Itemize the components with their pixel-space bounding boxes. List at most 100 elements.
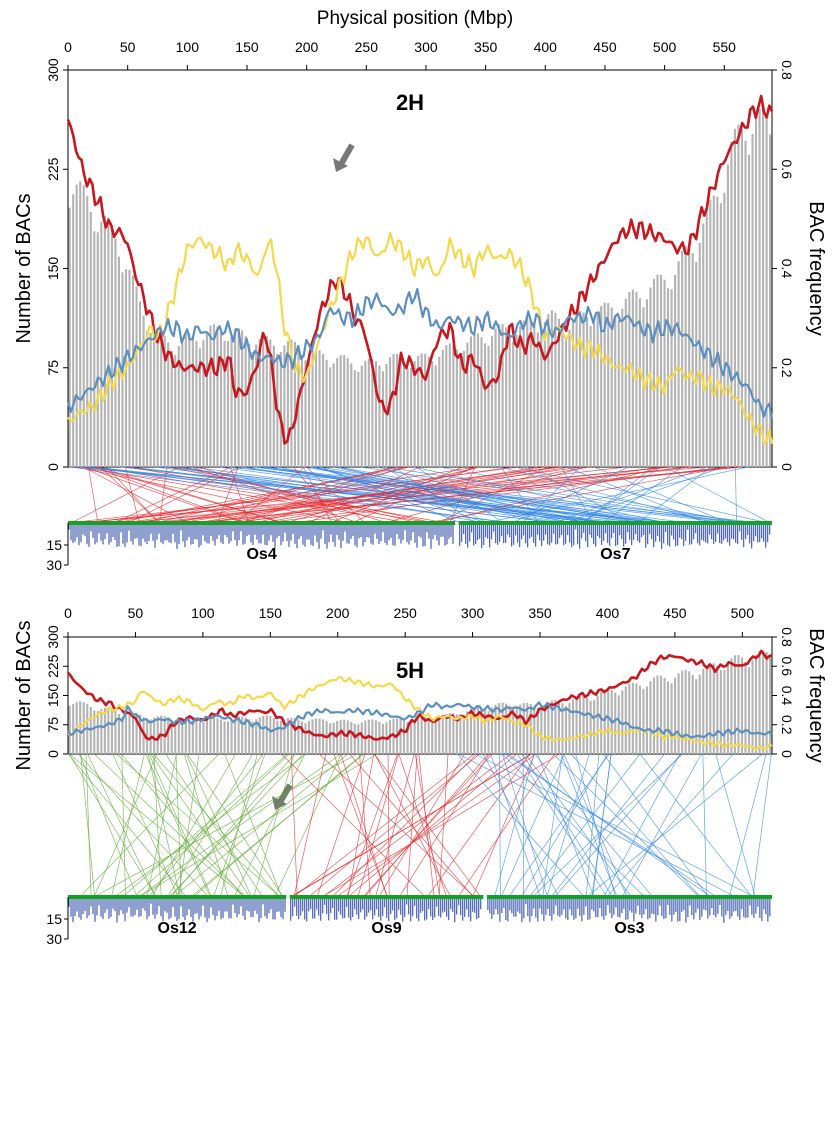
bar — [448, 713, 451, 754]
synteny-link — [728, 753, 767, 898]
synteny-link — [77, 466, 681, 524]
bar — [399, 356, 402, 467]
series-line-yellow — [67, 675, 773, 751]
bar — [762, 650, 765, 754]
synteny-link — [230, 466, 687, 524]
bar — [709, 199, 712, 467]
bar — [480, 707, 483, 754]
bar — [462, 350, 465, 467]
bar — [265, 715, 268, 754]
synteny-link — [735, 466, 737, 524]
bar — [350, 721, 353, 754]
bar — [329, 367, 332, 467]
synteny-link — [337, 466, 589, 524]
y-tick-label: 150 — [45, 684, 61, 708]
synteny-link — [192, 466, 742, 524]
bar — [212, 717, 216, 754]
y-tick-label: 0 — [45, 463, 61, 471]
synteny-link — [665, 466, 771, 524]
synteny-link — [146, 753, 177, 898]
bar — [93, 231, 96, 467]
bar — [68, 207, 71, 467]
synteny-link — [346, 753, 398, 898]
synteny-link — [122, 753, 288, 898]
bar — [202, 721, 205, 754]
bar — [72, 194, 75, 467]
bar — [374, 720, 377, 754]
bar — [241, 330, 244, 467]
arrow-head-icon — [333, 158, 348, 172]
rice-chromosome-label: Os12 — [158, 920, 197, 937]
bar — [191, 335, 194, 467]
bar — [515, 706, 518, 754]
bar — [719, 203, 722, 467]
y2-tick-label: 0.8 — [779, 60, 795, 80]
bar — [276, 720, 279, 754]
bar — [286, 341, 289, 467]
bar — [177, 346, 180, 467]
synteny-link — [639, 753, 753, 898]
synteny-link — [542, 753, 563, 898]
synteny-link — [362, 753, 493, 898]
bar — [283, 345, 286, 467]
synteny-link — [129, 466, 447, 524]
synteny-link — [153, 753, 280, 898]
synteny-link — [457, 753, 585, 898]
bar — [167, 342, 170, 467]
rice-y-tick-label: 30 — [46, 931, 62, 947]
synteny-link — [125, 466, 140, 524]
bar — [564, 706, 568, 754]
bar — [568, 329, 571, 467]
bar — [702, 223, 705, 467]
series-line-blue — [67, 701, 773, 739]
synteny-link — [439, 466, 743, 524]
bar — [543, 705, 546, 754]
bar — [716, 196, 719, 467]
y2-tick-label: 0.6 — [779, 657, 795, 677]
synteny-link — [606, 753, 734, 898]
x-tick-label: 200 — [295, 39, 319, 55]
bar-group — [68, 108, 772, 468]
bar — [638, 685, 641, 754]
bar — [385, 363, 388, 467]
synteny-link — [235, 466, 305, 524]
bar — [128, 713, 131, 754]
bar — [392, 354, 395, 467]
y2-tick-label: 0.4 — [779, 259, 795, 279]
bar — [476, 707, 480, 754]
x-tick-label: 300 — [414, 39, 438, 55]
synteny-link — [68, 753, 246, 898]
bar — [237, 716, 240, 754]
bar — [114, 710, 117, 754]
bar — [638, 298, 641, 467]
bar — [603, 689, 606, 754]
bar — [617, 320, 620, 467]
synteny-link — [138, 753, 342, 898]
bar — [403, 361, 406, 467]
bar — [709, 662, 712, 754]
bar — [628, 291, 631, 467]
bar — [691, 674, 694, 754]
synteny-link — [138, 753, 378, 898]
synteny-link — [93, 753, 158, 898]
bar — [575, 313, 578, 467]
bar — [621, 690, 624, 754]
bar — [427, 717, 430, 754]
bar — [730, 141, 733, 467]
bar — [762, 109, 765, 467]
bar — [600, 306, 603, 467]
rice-chromosome-label: Os9 — [371, 920, 401, 937]
synteny-link — [281, 753, 426, 898]
synteny-link — [183, 753, 229, 898]
bar — [723, 192, 726, 467]
bar — [459, 355, 462, 467]
bar — [262, 715, 265, 754]
y2-tick-label: 0.2 — [779, 715, 795, 735]
synteny-link — [438, 753, 449, 898]
synteny-link — [217, 466, 239, 524]
series-line-red — [66, 94, 774, 445]
synteny-link — [351, 466, 474, 524]
bar — [142, 315, 145, 467]
bar — [311, 719, 314, 754]
bar — [205, 331, 208, 467]
